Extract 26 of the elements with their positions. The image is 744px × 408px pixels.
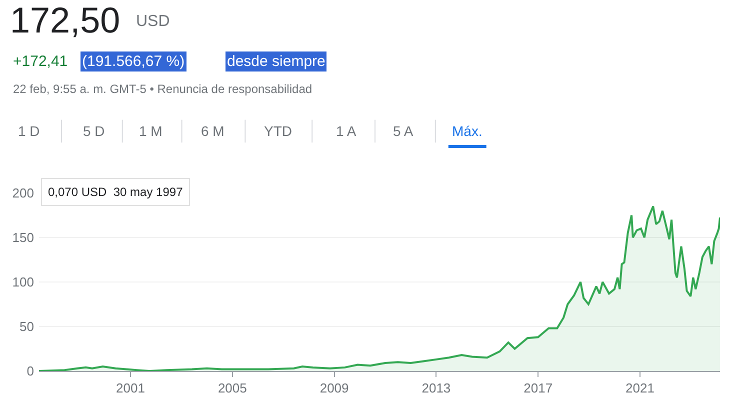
text: desde siempre bbox=[227, 53, 326, 70]
x-tick-label: 2005 bbox=[218, 380, 247, 396]
text: 22 feb, 9:55 a. m. GMT-5 • Renuncia de responsabilidad bbox=[13, 82, 312, 96]
annotation: 0,070 USD 30 may 1997 bbox=[48, 185, 184, 199]
y-tick-label: 100 bbox=[12, 274, 34, 290]
y-tick-label: 0 bbox=[26, 364, 34, 379]
x-tick-label: 2021 bbox=[626, 380, 654, 396]
text: (191.566,67 %) bbox=[82, 53, 185, 70]
text: Máx. bbox=[452, 123, 482, 139]
text: USD bbox=[136, 13, 170, 30]
text: 1 D bbox=[18, 123, 40, 139]
text: +172,41 bbox=[13, 53, 68, 70]
text: YTD bbox=[264, 123, 292, 139]
y-tick-label: 50 bbox=[20, 319, 34, 334]
chart-title: 172,50 bbox=[10, 0, 120, 41]
y-tick-label: 150 bbox=[12, 230, 34, 246]
text: 1 M bbox=[139, 123, 162, 139]
x-tick-label: 2001 bbox=[116, 380, 145, 396]
text: 6 M bbox=[201, 123, 224, 139]
x-tick-label: 2013 bbox=[422, 380, 451, 396]
x-tick-label: 2017 bbox=[524, 380, 553, 396]
x-tick-label: 2009 bbox=[320, 380, 349, 396]
y-tick-label: 200 bbox=[12, 186, 34, 201]
text: 5 D bbox=[83, 123, 105, 139]
text: 5 A bbox=[393, 123, 414, 139]
text: 1 A bbox=[336, 123, 357, 139]
